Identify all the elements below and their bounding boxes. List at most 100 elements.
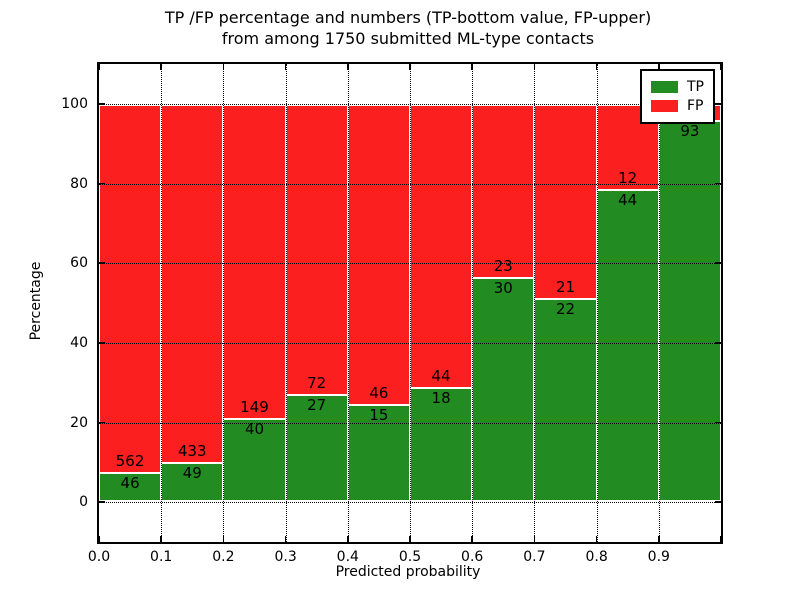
bar-segment-tp (472, 276, 535, 503)
fp-count-label: 21 (555, 278, 576, 297)
x-tick-label: 0.7 (523, 549, 546, 565)
y-tick (715, 182, 721, 185)
tp-count-label: 15 (369, 406, 389, 425)
fp-legend-swatch-icon (651, 100, 678, 112)
y-tick (715, 262, 721, 264)
x-tick (471, 536, 473, 542)
tp-count-label: 49 (182, 463, 202, 482)
bar-segment-fp (534, 103, 597, 299)
x-tick-label: 0.3 (274, 549, 297, 565)
chart-title-line2: from among 1750 submitted ML-type contac… (221, 29, 595, 48)
x-tick-label: 0.8 (585, 549, 608, 565)
y-tick (99, 262, 105, 264)
x-gridline (658, 64, 660, 542)
x-tick (284, 64, 287, 70)
x-tick (284, 536, 287, 542)
x-gridline (472, 64, 474, 542)
y-tick (715, 501, 721, 503)
x-tick (160, 536, 162, 542)
x-gridline (534, 64, 536, 542)
x-gridline (596, 64, 598, 542)
tp-count-label: 18 (431, 388, 451, 407)
fp-count-label: 562 (115, 452, 145, 470)
x-tick (98, 64, 100, 70)
bar-segment-tp (410, 386, 473, 503)
x-tick-label: 0.1 (150, 549, 173, 565)
bar-segment-tp (285, 393, 348, 503)
tp-legend-swatch-icon (651, 81, 678, 93)
x-tick-label: 0.9 (647, 549, 670, 565)
tp-count-label: 27 (307, 395, 327, 414)
tp-count-label: 93 (680, 122, 700, 141)
x-axis-label: Predicted probability (335, 564, 481, 580)
x-gridline (223, 64, 225, 542)
bar-segment-fp (223, 103, 286, 418)
x-tick (533, 64, 536, 70)
legend-item-tp: TP (651, 79, 704, 95)
fp-count-label: 12 (618, 169, 638, 188)
x-tick (720, 536, 722, 542)
fp-count-label: 72 (307, 373, 327, 392)
x-tick (160, 64, 162, 70)
x-tick (347, 536, 349, 542)
legend-label-tp: TP (687, 79, 704, 95)
x-tick (720, 64, 722, 70)
x-tick (409, 64, 411, 70)
y-tick (99, 421, 105, 424)
x-tick-label: 0.0 (87, 549, 111, 565)
x-tick (98, 536, 100, 542)
x-tick (595, 536, 598, 542)
bar-segment-tp (99, 472, 162, 503)
x-tick-label: 0.5 (398, 549, 422, 565)
legend-label-fp: FP (687, 98, 704, 114)
x-gridline (347, 64, 349, 542)
plot-area: TP FP 46 562 49 433 40 149 27 72 15 46 18 44 30 23 22 2… (61, 62, 723, 565)
x-tick (222, 536, 225, 542)
y-tick (99, 501, 105, 503)
fp-count-label: 46 (369, 384, 389, 403)
y-tick-label: 0 (79, 494, 88, 511)
bar-segment-fp (410, 103, 473, 387)
y-tick (99, 103, 105, 105)
y-tick (715, 103, 721, 105)
tp-count-label: 30 (493, 278, 513, 297)
bar-segment-fp (472, 103, 535, 277)
tp-count-label: 44 (618, 191, 638, 210)
legend-item-fp: FP (651, 98, 704, 114)
fp-count-label: 44 (431, 366, 451, 385)
bar-segment-fp (347, 103, 410, 405)
x-tick-label: 0.2 (212, 549, 235, 565)
bar-segment-fp (99, 103, 162, 472)
y-tick-label: 20 (70, 414, 88, 431)
x-gridline (285, 64, 287, 542)
bar-segment-fp (285, 103, 348, 394)
x-tick-label: 0.6 (461, 549, 484, 565)
y-tick (715, 342, 721, 344)
x-tick (658, 536, 660, 542)
tp-count-label: 40 (244, 419, 265, 438)
x-tick (533, 536, 536, 542)
y-tick-label: 100 (61, 95, 88, 112)
x-tick-label: 0.4 (336, 549, 359, 565)
y-tick (99, 342, 105, 344)
chart-title-line1: TP /FP percentage and numbers (TP-bottom… (164, 8, 652, 27)
y-axis-label: Percentage (28, 261, 44, 341)
chart-title: TP /FP percentage and numbers (TP-bottom… (97, 7, 719, 49)
bar-segment-fp (161, 103, 224, 462)
bar-segment-tp (161, 461, 224, 503)
x-gridline (161, 64, 163, 542)
fp-count-label: 433 (177, 441, 207, 460)
y-tick-label: 60 (70, 255, 88, 272)
fp-count-label: 23 (493, 256, 513, 275)
bar-segment-tp (534, 298, 597, 503)
tp-count-label: 22 (555, 300, 576, 319)
x-tick (347, 64, 349, 70)
x-gridline (410, 64, 411, 542)
y-tick (99, 182, 105, 185)
x-tick (471, 64, 473, 70)
bar-segment-tp (596, 189, 659, 503)
fp-count-label: 149 (240, 397, 269, 416)
y-tick (715, 421, 721, 424)
bar-segment-tp (658, 120, 721, 503)
